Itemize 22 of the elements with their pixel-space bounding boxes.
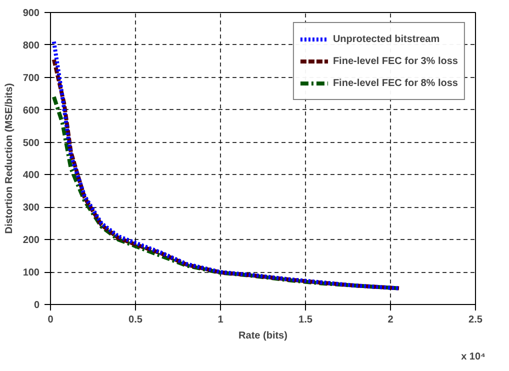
y-tick-label: 400 <box>22 170 40 182</box>
y-axis-title: Distortion Reduction (MSE/bits) <box>4 83 15 234</box>
y-tick-label: 100 <box>22 268 40 279</box>
legend-label: Fine-level FEC for 8% loss <box>332 78 458 88</box>
x-tick-label: 1.5 <box>298 314 313 326</box>
y-tick-label: 500 <box>22 138 40 149</box>
text: x 10⁴ <box>461 352 486 362</box>
y-tick-label: 700 <box>22 72 40 84</box>
x-tick-label: 1 <box>218 314 224 326</box>
y-tick-label: 0 <box>34 300 40 311</box>
y-tick-label: 300 <box>22 202 40 214</box>
x-tick-label: 0 <box>48 314 54 326</box>
x-tick-label: 2 <box>388 314 394 326</box>
y-tick-label: 200 <box>22 235 40 246</box>
x-tick-label: 2.5 <box>468 314 483 326</box>
x-axis-title: Rate (bits) <box>238 330 288 342</box>
y-tick-label: 800 <box>22 40 40 52</box>
y-tick-label: 900 <box>22 8 40 19</box>
x-tick-label: 0.5 <box>128 314 143 326</box>
y-tick-label: 600 <box>22 105 40 116</box>
legend-label: Unprotected bitstream <box>332 34 440 44</box>
legend-label: Fine-level FEC for 3% loss <box>332 56 458 66</box>
